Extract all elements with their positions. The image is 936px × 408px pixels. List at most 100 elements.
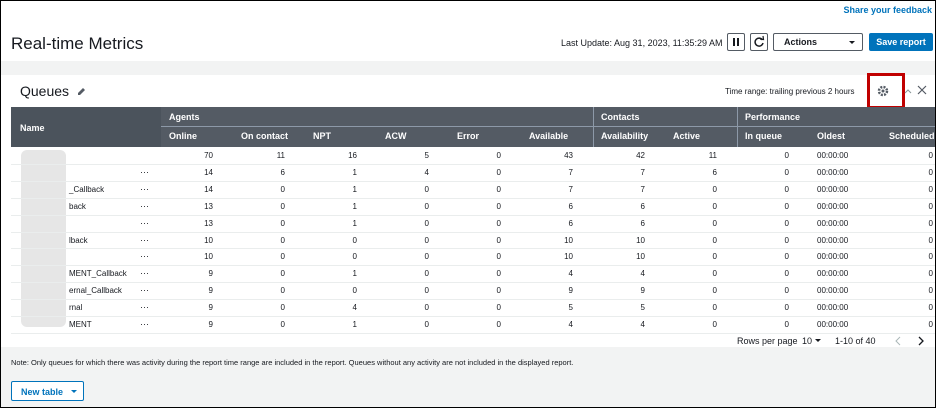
row-divider [11, 316, 935, 317]
cell-value: 0 [496, 320, 501, 329]
cell-value: 1 [352, 269, 357, 279]
cell-value: 00:00:00 [817, 218, 849, 228]
queue-name: rnal [69, 303, 83, 313]
row-menu[interactable]: ··· [140, 234, 149, 245]
cell-value: 6 [568, 218, 573, 228]
cell-value: 0 [712, 320, 717, 329]
cell-value: 0 [928, 235, 933, 245]
row-menu[interactable]: ··· [140, 217, 149, 228]
cell-value: 0 [928, 151, 933, 160]
row-menu[interactable]: ··· [140, 302, 149, 313]
cell-value: 14 [204, 167, 213, 177]
next-page[interactable] [917, 336, 925, 346]
cell-value: 10 [204, 252, 213, 262]
row-menu[interactable]: ··· [140, 166, 149, 177]
cell-value: 0 [280, 320, 285, 329]
cell-value: 0 [496, 184, 501, 194]
cell-value: 5 [640, 303, 645, 313]
prev-page[interactable] [894, 336, 902, 346]
cell-value: 70 [204, 151, 213, 160]
cell-value: 6 [712, 167, 717, 177]
cell-value: 0 [712, 184, 717, 194]
cell-value: 0 [280, 218, 285, 228]
cell-value: 0 [280, 252, 285, 262]
cell-value: 0 [496, 151, 501, 160]
page-title: Real-time Metrics [11, 34, 144, 53]
cell-value: 9 [208, 286, 213, 296]
cell-value: 0 [928, 167, 933, 177]
cell-value: 5 [424, 151, 429, 160]
last-update: Last Update: Aug 31, 2023, 11:35:29 AM [561, 38, 723, 48]
cell-value: 10 [564, 252, 573, 262]
save-report-button[interactable]: Save report [869, 33, 933, 51]
note: Note: Only queues for which there was ac… [11, 358, 574, 367]
cell-value: 0 [712, 252, 717, 262]
group-header: Agents [169, 112, 200, 122]
cell-value: 0 [496, 286, 501, 296]
cell-value: 4 [640, 269, 645, 279]
row-divider [11, 214, 935, 216]
cell-value: 1 [352, 184, 357, 194]
cell-value: 0 [712, 218, 717, 228]
collapse-icon[interactable] [904, 87, 912, 95]
pause-icon [733, 38, 739, 46]
row-menu[interactable]: ··· [140, 319, 149, 329]
actions-label: Actions [784, 37, 818, 47]
page-size[interactable]: 10 [802, 336, 813, 346]
new-table-button[interactable]: New table [11, 381, 84, 401]
cell-value: 6 [280, 167, 285, 177]
column-header: Availability [601, 131, 649, 141]
cell-value: 0 [712, 286, 717, 296]
cell-value: 0 [280, 269, 285, 279]
cell-value: 0 [280, 286, 285, 296]
cell-value: 00:00:00 [817, 235, 849, 245]
row-menu[interactable]: ··· [140, 285, 149, 296]
cell-value: 0 [784, 151, 789, 160]
row-divider [11, 282, 935, 284]
cell-value: 6 [568, 201, 573, 211]
cell-value: 0 [784, 201, 789, 211]
cell-value: 0 [496, 167, 501, 177]
cell-value: 0 [352, 235, 357, 245]
cell-value: 00:00:00 [817, 201, 849, 211]
cell-value: 0 [424, 235, 429, 245]
row-menu[interactable]: ··· [140, 200, 149, 211]
settings-icon[interactable] [876, 84, 890, 98]
row-menu[interactable]: ··· [140, 268, 149, 279]
feedback-link[interactable]: Share your feedback [843, 5, 932, 15]
cell-value: 00:00:00 [817, 303, 849, 313]
cell-value: 6 [640, 218, 645, 228]
cell-value: 00:00:00 [817, 184, 849, 194]
close-icon[interactable] [917, 85, 927, 95]
edit-icon[interactable] [76, 87, 86, 97]
pause-button[interactable] [727, 33, 745, 51]
row-menu[interactable]: ··· [140, 183, 149, 194]
refresh-button[interactable] [750, 33, 768, 51]
new-table-label: New table [21, 387, 64, 397]
cell-value: 0 [784, 218, 789, 228]
cell-value: 0 [352, 252, 357, 262]
cell-value: 4 [352, 303, 357, 313]
cell-value: 4 [568, 320, 573, 329]
group-header: Contacts [601, 112, 640, 122]
cell-value: 0 [280, 303, 285, 313]
queue-name: MENT_Callback [69, 269, 127, 279]
cell-value: 00:00:00 [817, 252, 849, 262]
cell-value: 0 [928, 252, 933, 262]
column-header: ACW [385, 131, 407, 141]
header-divider [161, 126, 935, 127]
actions-dropdown[interactable]: Actions [773, 33, 863, 51]
cell-value: 7 [568, 167, 573, 177]
cell-value: 0 [712, 303, 717, 313]
cell-value: 0 [424, 286, 429, 296]
caret-icon [849, 41, 855, 44]
top-bar [1, 1, 935, 29]
cell-value: 13 [204, 201, 213, 211]
cell-value: 0 [784, 252, 789, 262]
queue-name: ernal_Callback [69, 286, 122, 296]
cell-value: 14 [204, 184, 213, 194]
cell-value: 0 [928, 303, 933, 313]
cell-value: 0 [496, 218, 501, 228]
cell-value: 5 [568, 303, 573, 313]
row-menu[interactable]: ··· [140, 251, 149, 262]
